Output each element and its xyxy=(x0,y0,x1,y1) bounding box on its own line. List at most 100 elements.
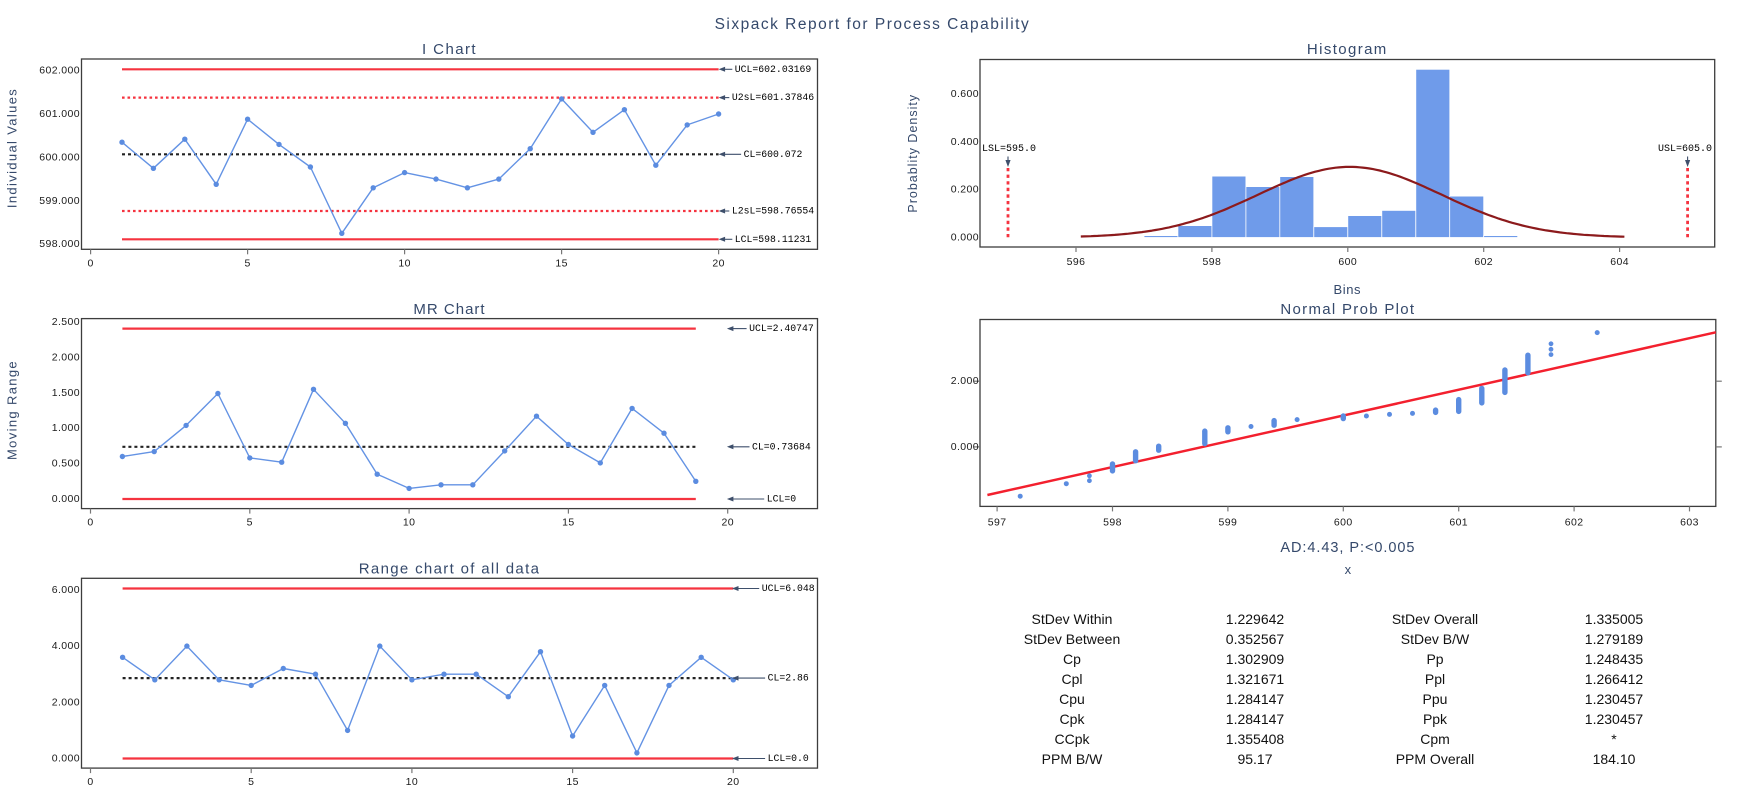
svg-text:0: 0 xyxy=(87,517,93,529)
svg-text:0.000: 0.000 xyxy=(951,232,979,244)
svg-text:Moving Range: Moving Range xyxy=(5,360,20,460)
svg-text:600.000: 600.000 xyxy=(39,151,80,163)
svg-text:600: 600 xyxy=(1334,516,1353,528)
svg-text:Normal Prob Plot: Normal Prob Plot xyxy=(1280,301,1415,318)
svg-text:95.17: 95.17 xyxy=(1237,751,1272,767)
svg-text:20: 20 xyxy=(721,517,733,529)
svg-text:0: 0 xyxy=(87,776,93,788)
svg-text:6.000: 6.000 xyxy=(52,584,80,596)
svg-text:0: 0 xyxy=(87,257,93,269)
svg-text:2.000: 2.000 xyxy=(52,696,80,708)
svg-text:2.500: 2.500 xyxy=(52,316,80,328)
svg-text:LCL=0: LCL=0 xyxy=(767,494,797,505)
svg-text:CCpk: CCpk xyxy=(1054,731,1090,747)
svg-text:Ppl: Ppl xyxy=(1425,671,1445,687)
svg-text:20: 20 xyxy=(712,257,724,269)
svg-text:Bins: Bins xyxy=(1333,282,1361,297)
svg-text:1.248435: 1.248435 xyxy=(1585,651,1644,667)
svg-text:CL=2.86: CL=2.86 xyxy=(768,673,809,684)
svg-text:UCL=6.048: UCL=6.048 xyxy=(762,583,815,594)
svg-text:598.000: 598.000 xyxy=(39,238,80,250)
svg-text:U2sL=601.37846: U2sL=601.37846 xyxy=(732,92,814,103)
svg-text:PPM B/W: PPM B/W xyxy=(1042,751,1103,767)
svg-text:2.000: 2.000 xyxy=(52,351,80,363)
svg-text:598: 598 xyxy=(1203,256,1222,268)
svg-text:I Chart: I Chart xyxy=(422,41,477,58)
svg-text:599: 599 xyxy=(1219,516,1238,528)
svg-text:1.302909: 1.302909 xyxy=(1226,651,1285,667)
svg-text:L2sL=598.76554: L2sL=598.76554 xyxy=(732,206,814,217)
svg-text:602: 602 xyxy=(1474,256,1493,268)
svg-text:Cpm: Cpm xyxy=(1420,731,1450,747)
svg-text:1.266412: 1.266412 xyxy=(1585,671,1644,687)
svg-text:LSL=595.0: LSL=595.0 xyxy=(982,144,1036,155)
svg-text:0.400: 0.400 xyxy=(951,136,979,148)
svg-text:10: 10 xyxy=(406,776,418,788)
svg-text:AD:4.43, P:<0.005: AD:4.43, P:<0.005 xyxy=(1280,540,1415,556)
svg-text:Ppk: Ppk xyxy=(1423,711,1448,727)
svg-text:Individual Values: Individual Values xyxy=(5,88,20,208)
svg-text:20: 20 xyxy=(727,776,739,788)
svg-text:0.000: 0.000 xyxy=(52,493,80,505)
svg-text:601: 601 xyxy=(1449,516,1468,528)
svg-text:0.500: 0.500 xyxy=(52,458,80,470)
svg-text:5: 5 xyxy=(248,776,254,788)
svg-text:CL=600.072: CL=600.072 xyxy=(744,149,803,160)
svg-text:603: 603 xyxy=(1680,516,1699,528)
svg-text:5: 5 xyxy=(244,257,250,269)
svg-text:CL=0.73684: CL=0.73684 xyxy=(752,441,811,452)
svg-text:LCL=0.0: LCL=0.0 xyxy=(768,753,809,764)
svg-text:5: 5 xyxy=(247,517,253,529)
svg-text:Cpk: Cpk xyxy=(1060,711,1086,727)
svg-text:4.000: 4.000 xyxy=(52,640,80,652)
svg-text:Probablity Density: Probablity Density xyxy=(906,94,920,213)
svg-text:184.10: 184.10 xyxy=(1593,751,1636,767)
svg-text:Cpu: Cpu xyxy=(1059,691,1085,707)
svg-text:x: x xyxy=(1345,562,1352,577)
svg-text:15: 15 xyxy=(566,776,578,788)
svg-text:StDev B/W: StDev B/W xyxy=(1401,631,1470,647)
svg-text:15: 15 xyxy=(562,517,574,529)
svg-text:1.230457: 1.230457 xyxy=(1585,691,1644,707)
svg-text:598: 598 xyxy=(1103,516,1122,528)
svg-text:1.500: 1.500 xyxy=(52,387,80,399)
svg-text:PPM Overall: PPM Overall xyxy=(1396,751,1475,767)
svg-text:Sixpack Report for Process Cap: Sixpack Report for Process Capability xyxy=(715,16,1031,33)
svg-text:Pp: Pp xyxy=(1426,651,1443,667)
svg-text:10: 10 xyxy=(403,517,415,529)
svg-text:599.000: 599.000 xyxy=(39,195,80,207)
svg-text:604: 604 xyxy=(1610,256,1629,268)
svg-text:602: 602 xyxy=(1565,516,1584,528)
svg-text:*: * xyxy=(1611,731,1617,747)
svg-text:USL=605.0: USL=605.0 xyxy=(1658,144,1712,155)
svg-text:0.000: 0.000 xyxy=(951,441,979,453)
svg-text:597: 597 xyxy=(988,516,1007,528)
svg-text:596: 596 xyxy=(1067,256,1086,268)
svg-text:1.355408: 1.355408 xyxy=(1226,731,1285,747)
svg-text:1.000: 1.000 xyxy=(52,422,80,434)
svg-text:Cp: Cp xyxy=(1063,651,1081,667)
svg-text:1.284147: 1.284147 xyxy=(1226,691,1285,707)
svg-text:601.000: 601.000 xyxy=(39,108,80,120)
svg-text:1.229642: 1.229642 xyxy=(1226,611,1285,627)
svg-text:StDev Overall: StDev Overall xyxy=(1392,611,1478,627)
svg-text:1.335005: 1.335005 xyxy=(1585,611,1644,627)
svg-text:Ppu: Ppu xyxy=(1423,691,1448,707)
svg-text:10: 10 xyxy=(398,257,410,269)
svg-text:1.284147: 1.284147 xyxy=(1226,711,1285,727)
svg-text:Range chart of all data: Range chart of all data xyxy=(359,560,541,577)
svg-text:1.230457: 1.230457 xyxy=(1585,711,1644,727)
svg-text:2.000: 2.000 xyxy=(951,375,979,387)
svg-text:1.279189: 1.279189 xyxy=(1585,631,1644,647)
svg-text:LCL=598.11231: LCL=598.11231 xyxy=(735,234,812,245)
svg-text:602.000: 602.000 xyxy=(39,65,80,77)
svg-text:0.200: 0.200 xyxy=(951,184,979,196)
svg-text:1.321671: 1.321671 xyxy=(1226,671,1285,687)
svg-text:Cpl: Cpl xyxy=(1061,671,1082,687)
svg-text:UCL=2.40747: UCL=2.40747 xyxy=(749,323,814,334)
svg-text:StDev Within: StDev Within xyxy=(1032,611,1113,627)
svg-text:Histogram: Histogram xyxy=(1307,41,1388,58)
svg-text:0.600: 0.600 xyxy=(951,88,979,100)
svg-text:UCL=602.03169: UCL=602.03169 xyxy=(735,64,812,75)
svg-text:0.000: 0.000 xyxy=(52,753,80,765)
